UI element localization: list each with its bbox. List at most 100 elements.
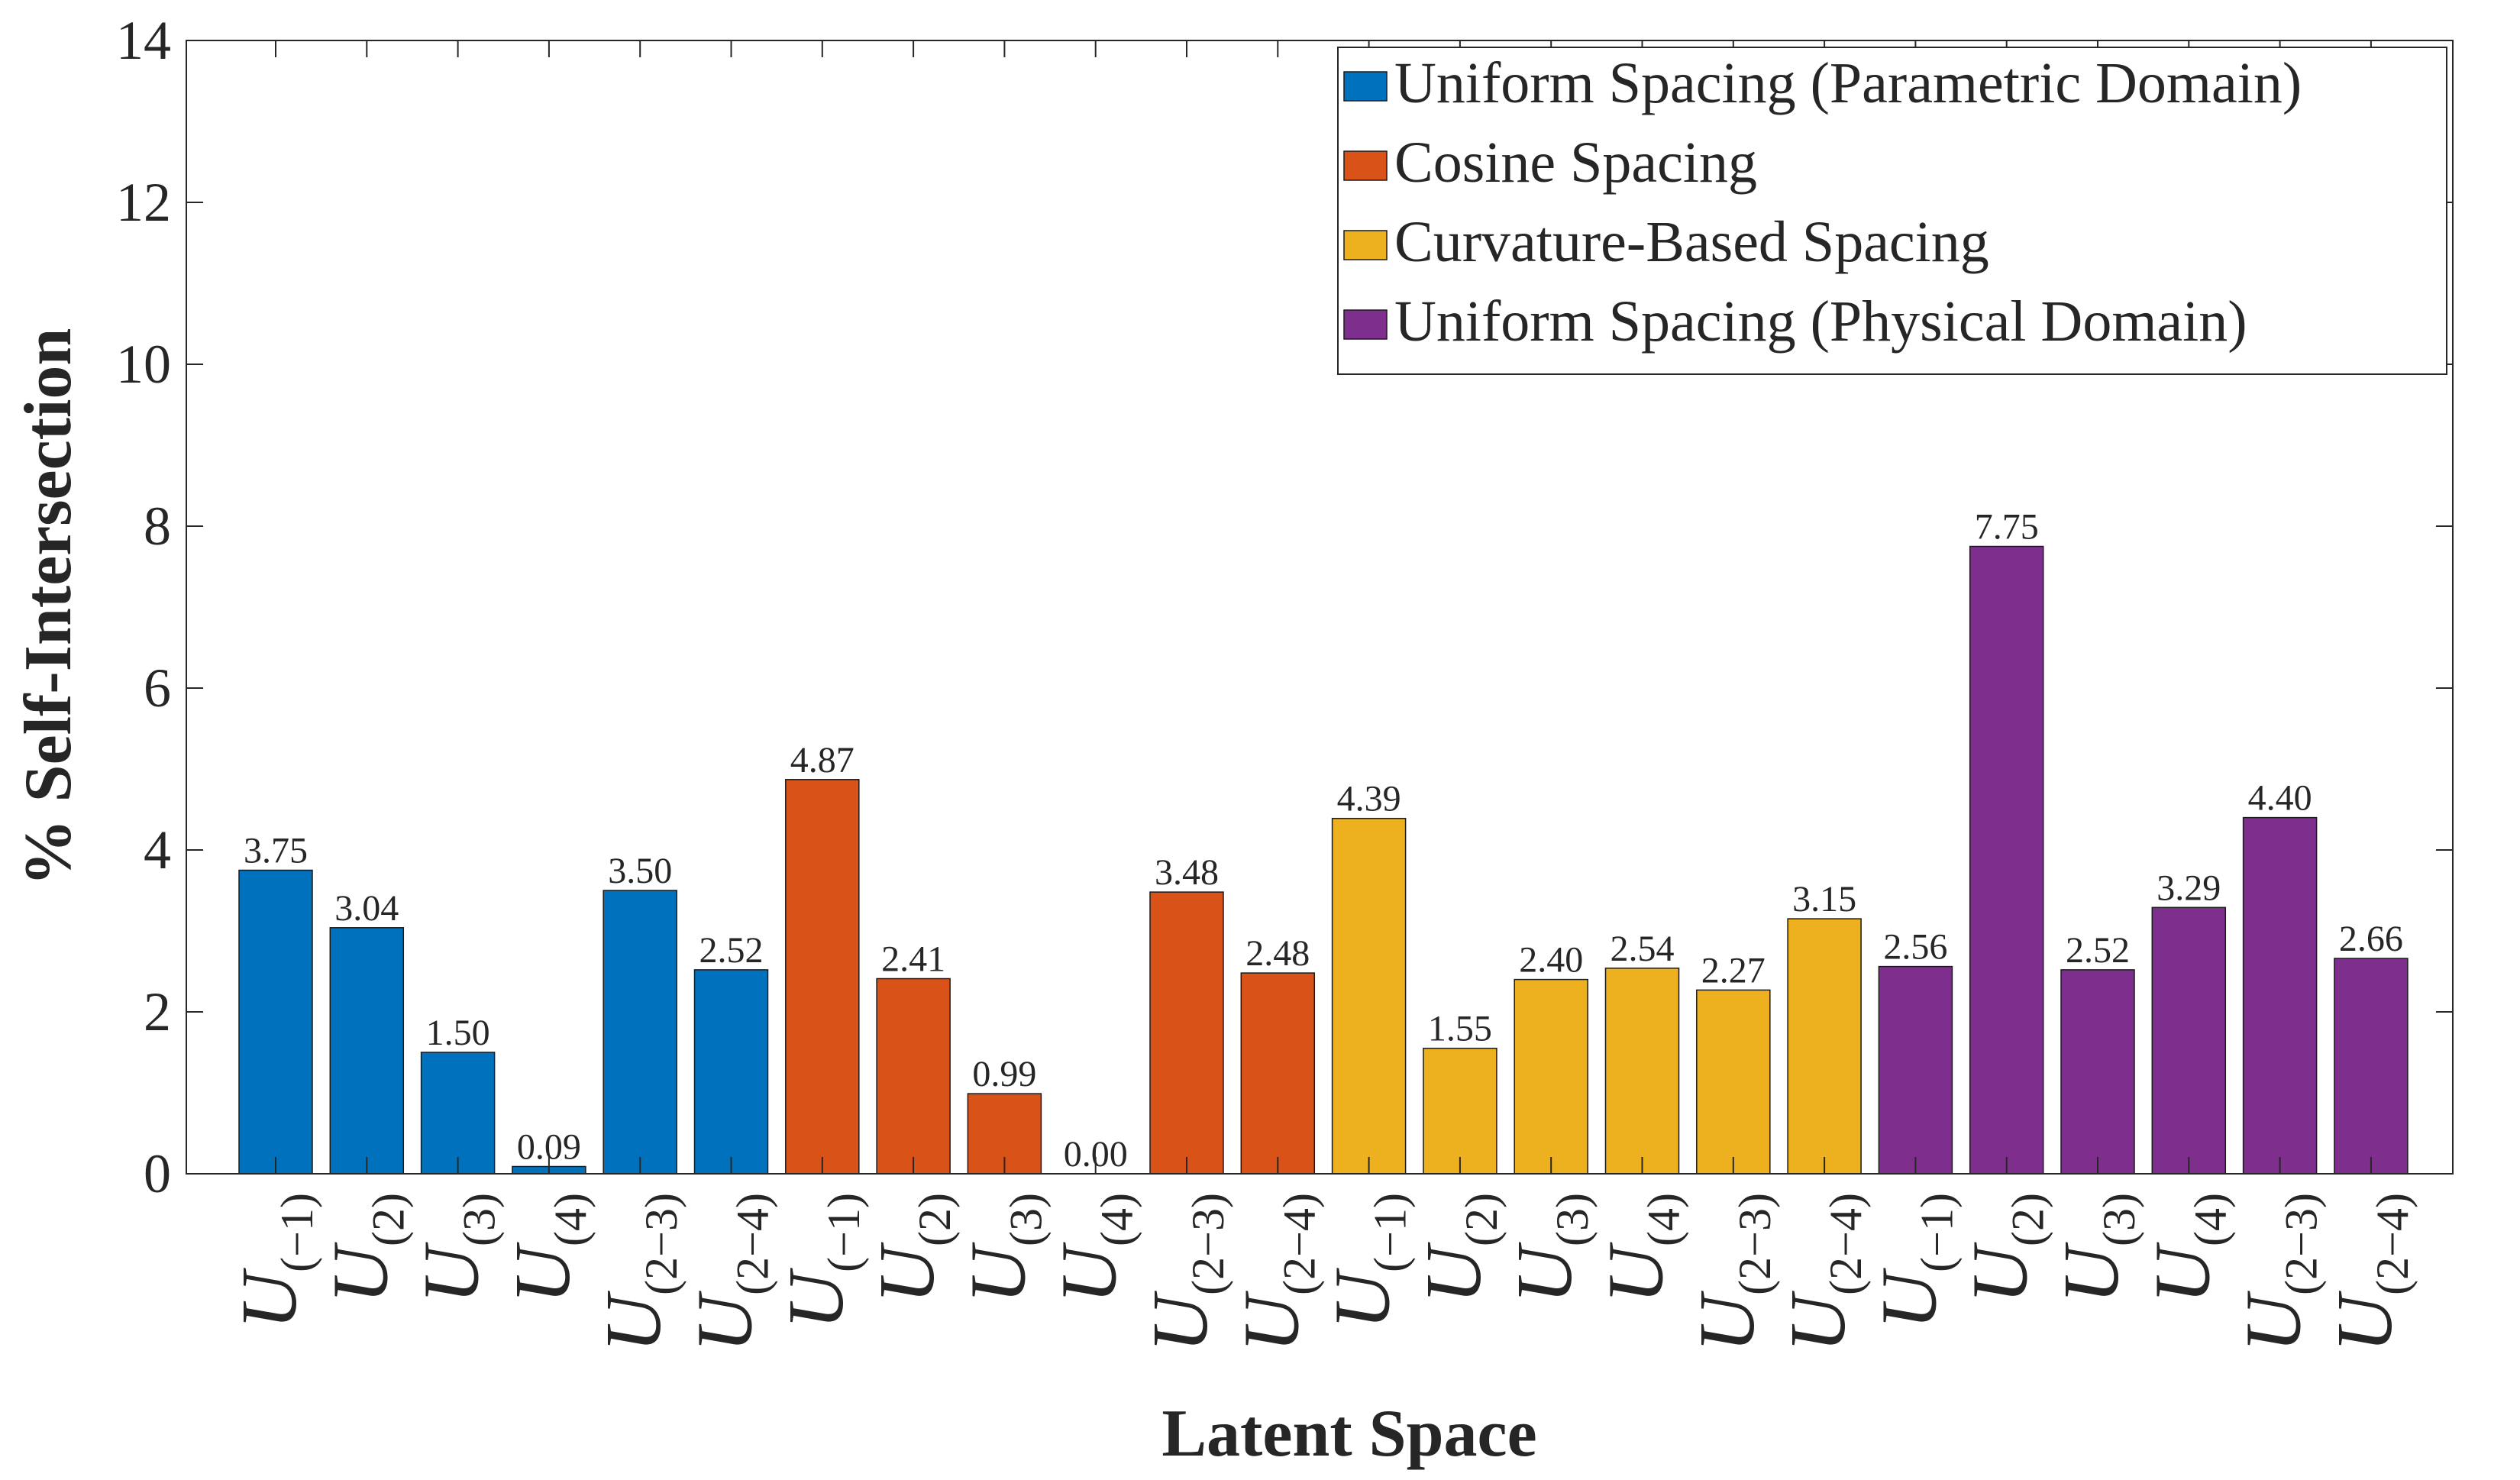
x-tick-label: U(3): [408, 1193, 505, 1304]
x-tick-subscript: (2): [909, 1193, 960, 1246]
x-tick-label-text: U(2−4): [2321, 1193, 2418, 1352]
x-tick-subscript: (4): [1092, 1193, 1142, 1246]
x-tick-label: U(2−3): [590, 1193, 687, 1352]
x-tick-subscript: (3): [1000, 1193, 1051, 1246]
x-tick-symbol: U: [1045, 1242, 1133, 1304]
x-tick-label: U(2): [863, 1193, 960, 1304]
data-label: 4.87: [790, 740, 855, 780]
x-tick-label-text: U(2−4): [1227, 1193, 1324, 1352]
x-tick-label-text: U(4): [1592, 1193, 1689, 1304]
x-tick-label-text: U(−1): [1319, 1193, 1416, 1330]
x-tick-subscript: (−1): [272, 1193, 322, 1272]
bar: [603, 890, 677, 1175]
x-tick-label: U(3): [2047, 1193, 2144, 1304]
legend-label: Curvature-Based Spacing: [1394, 210, 1989, 274]
x-tick-label: U(2−4): [1774, 1193, 1871, 1352]
x-tick-subscript: (4): [2185, 1193, 2235, 1246]
x-tick-label: U(−1): [1319, 1193, 1416, 1330]
x-tick-symbol: U: [1136, 1291, 1224, 1352]
x-tick-subscript: (2−3): [636, 1193, 687, 1295]
bar: [693, 969, 769, 1175]
y-axis-title: % Self-Intersection: [11, 328, 86, 887]
x-tick-label: U(2): [1956, 1193, 2053, 1304]
data-label: 3.29: [2157, 868, 2221, 908]
data-label: 2.54: [1611, 929, 1675, 969]
legend-swatch: [1343, 230, 1388, 260]
x-tick-label-text: U(4): [1045, 1193, 1142, 1304]
legend: Uniform Spacing (Parametric Domain) Cosin…: [1337, 47, 2447, 375]
data-label: 3.50: [608, 851, 672, 891]
x-tick-subscript: (2): [2003, 1193, 2053, 1246]
x-tick-symbol: U: [408, 1242, 496, 1304]
x-tick-label: U(4): [1045, 1193, 1142, 1304]
data-label: 2.40: [1519, 940, 1583, 981]
x-tick-symbol: U: [2321, 1291, 2409, 1352]
x-tick-subscript: (2−4): [1821, 1193, 1871, 1295]
x-tick-symbol: U: [1227, 1291, 1315, 1352]
bar: [1240, 972, 1316, 1175]
x-tick-symbol: U: [1501, 1242, 1588, 1304]
y-tick-label: 12: [116, 172, 171, 233]
x-tick-symbol: U: [1319, 1268, 1407, 1330]
y-tick-label: 4: [144, 819, 171, 881]
x-tick-symbol: U: [1592, 1242, 1680, 1304]
x-tick-label: U(−1): [1865, 1193, 1962, 1330]
data-label: 4.40: [2248, 778, 2312, 819]
x-tick-label: U(2−4): [2321, 1193, 2418, 1352]
x-tick-label: U(3): [954, 1193, 1051, 1304]
data-labels-layer: 3.753.041.500.093.502.524.872.410.990.00…: [244, 507, 2403, 1175]
x-tick-subscript: (2−3): [2276, 1193, 2327, 1295]
x-tick-symbol: U: [1410, 1242, 1497, 1304]
x-tick-subscript: (2): [1456, 1193, 1507, 1246]
bar: [2060, 969, 2135, 1175]
x-tick-label-text: U(2): [1410, 1193, 1507, 1304]
x-tick-label-text: U(2): [316, 1193, 413, 1304]
x-tick-label: U(4): [2138, 1193, 2235, 1304]
x-tick-subscript: (4): [1639, 1193, 1689, 1246]
x-tick-subscript: (2−3): [1183, 1193, 1233, 1295]
bar: [876, 978, 951, 1175]
x-tick-symbol: U: [2047, 1242, 2135, 1304]
data-label: 2.52: [699, 930, 764, 971]
x-tick-subscript: (3): [454, 1193, 505, 1246]
data-label: 2.52: [2066, 930, 2130, 971]
bar: [238, 869, 313, 1175]
data-label: 0.99: [972, 1054, 1036, 1094]
bar: [2334, 958, 2409, 1175]
x-tick-label-text: U(2−3): [1136, 1193, 1233, 1352]
x-tick-label-text: U(−1): [1865, 1193, 1962, 1330]
y-tick-label: 2: [144, 981, 171, 1042]
x-tick-subscript: (2): [363, 1193, 413, 1246]
x-tick-label: U(2−4): [1227, 1193, 1324, 1352]
x-tick-label-text: U(2): [1956, 1193, 2053, 1304]
data-label: 3.75: [244, 831, 308, 871]
x-tick-subscript: (3): [2094, 1193, 2144, 1246]
legend-items: Uniform Spacing (Parametric Domain) Cosin…: [1343, 51, 2302, 354]
x-tick-subscript: (2−4): [2367, 1193, 2418, 1295]
x-tick-label: U(4): [1592, 1193, 1689, 1304]
x-tick-label: U(2−3): [2230, 1193, 2327, 1352]
x-tick-symbol: U: [2138, 1242, 2226, 1304]
data-label: 7.75: [1975, 507, 2039, 548]
bar: [2242, 816, 2318, 1175]
x-tick-symbol: U: [590, 1291, 677, 1352]
bar: [2151, 906, 2227, 1175]
x-tick-label-text: U(2−3): [590, 1193, 687, 1352]
legend-box: [1337, 47, 2447, 375]
x-tick-symbol: U: [1683, 1291, 1771, 1352]
x-tick-label: U(2−4): [681, 1193, 778, 1352]
x-tick-label: U(−1): [772, 1193, 869, 1330]
data-label: 3.15: [1792, 879, 1856, 919]
x-tick-label-text: U(2−4): [681, 1193, 778, 1352]
x-tick-subscript: (−1): [819, 1193, 869, 1272]
bar: [1969, 545, 2044, 1175]
x-tick-label-text: U(2−3): [2230, 1193, 2327, 1352]
bars-layer: [238, 545, 2409, 1175]
bar: [1878, 965, 1953, 1175]
x-axis: U(−1)U(2)U(3)U(4)U(2−3)U(2−4)U(−1)U(2)U(…: [225, 40, 2418, 1352]
y-tick-label: 8: [144, 496, 171, 557]
x-tick-label-text: U(3): [954, 1193, 1051, 1304]
x-tick-subscript: (−1): [1365, 1193, 1416, 1272]
x-tick-symbol: U: [681, 1291, 769, 1352]
